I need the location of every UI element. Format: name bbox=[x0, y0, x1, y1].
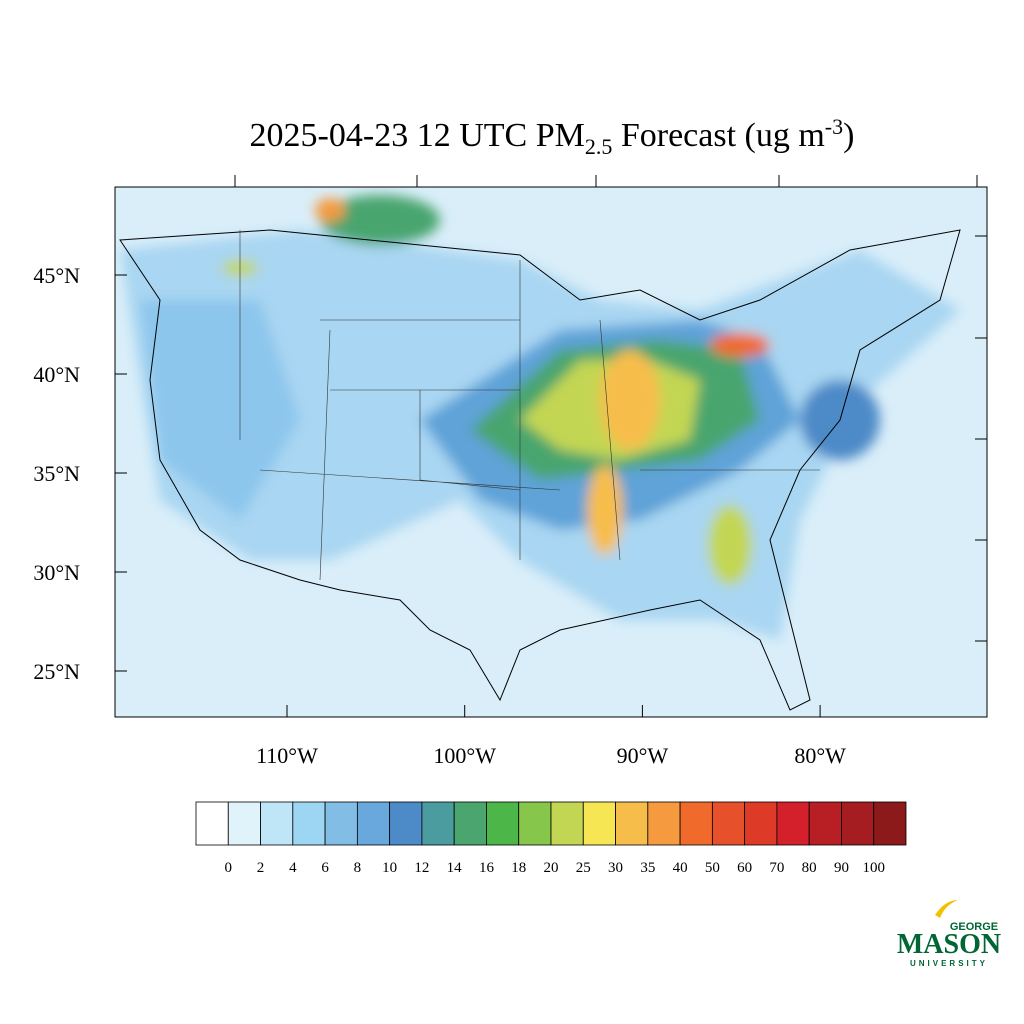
colorbar-label: 14 bbox=[447, 860, 463, 876]
colorbar-box bbox=[421, 801, 455, 846]
logo: GEORGE MASON UNIVERSITY bbox=[897, 900, 1001, 968]
lon-label: 80°W bbox=[794, 743, 846, 768]
colorbar-box bbox=[679, 801, 713, 846]
colorbar-box bbox=[356, 801, 391, 846]
title-main: 2025-04-23 12 UTC PM bbox=[250, 117, 585, 154]
colorbar-label: 4 bbox=[289, 860, 297, 876]
colorbar-label: 20 bbox=[544, 860, 559, 876]
colorbar-box bbox=[486, 801, 520, 846]
colorbar-label: 16 bbox=[479, 860, 495, 876]
lon-label: 90°W bbox=[617, 743, 669, 768]
title-rest: Forecast (ug m bbox=[612, 117, 824, 154]
colorbar-label: 6 bbox=[321, 860, 329, 876]
frame-ticks bbox=[234, 175, 987, 642]
colorbar-label: 8 bbox=[354, 860, 362, 876]
colorbar-box bbox=[744, 801, 778, 846]
colorbar-label: 25 bbox=[576, 860, 591, 876]
colorbar-label: 50 bbox=[705, 860, 720, 876]
lat-label: 35°N bbox=[33, 461, 80, 486]
colorbar-label: 10 bbox=[382, 860, 397, 876]
colorbar-box bbox=[550, 801, 584, 846]
colorbar-label: 90 bbox=[834, 860, 849, 876]
colorbar-label: 100 bbox=[862, 860, 885, 876]
map-title: 2025-04-23 12 UTC PM2.5 Forecast (ug m-3… bbox=[250, 114, 855, 159]
title-superscript: -3 bbox=[825, 114, 843, 139]
colorbar-box bbox=[389, 801, 423, 846]
lat-label: 30°N bbox=[33, 560, 80, 585]
colorbar-label: 35 bbox=[640, 860, 655, 876]
colorbar-label: 80 bbox=[802, 860, 817, 876]
lon-label: 100°W bbox=[433, 743, 496, 768]
colorbar-box bbox=[711, 801, 746, 846]
colorbar-box bbox=[292, 801, 326, 846]
colorbar-box bbox=[873, 801, 907, 846]
colorbar-box bbox=[260, 801, 294, 846]
colorbar-box bbox=[582, 801, 616, 846]
title-subscript: 2.5 bbox=[585, 134, 613, 159]
logo-top: GEORGE bbox=[950, 921, 998, 933]
map-field bbox=[115, 187, 987, 717]
colorbar-box bbox=[518, 801, 552, 846]
colorbar-box bbox=[776, 801, 810, 846]
colorbar-label: 2 bbox=[257, 860, 265, 876]
lat-label: 45°N bbox=[33, 263, 80, 288]
title-end: ) bbox=[843, 117, 854, 154]
lat-label: 40°N bbox=[33, 362, 80, 387]
lon-label: 110°W bbox=[256, 743, 318, 768]
colorbar-label: 70 bbox=[769, 860, 784, 876]
colorbar-box bbox=[808, 801, 842, 846]
lat-label: 25°N bbox=[33, 659, 80, 684]
colorbar-box bbox=[195, 801, 229, 846]
colorbar-box bbox=[615, 801, 649, 846]
colorbar-label: 18 bbox=[511, 860, 526, 876]
colorbar-label: 30 bbox=[608, 860, 623, 876]
colorbar-box bbox=[227, 801, 261, 846]
logo-name: MASON bbox=[897, 929, 1001, 960]
colorbar-box bbox=[453, 801, 487, 846]
colorbar-label: 60 bbox=[737, 860, 752, 876]
logo-bottom: UNIVERSITY bbox=[910, 959, 988, 968]
colorbar-box bbox=[324, 801, 358, 846]
map-frame bbox=[114, 186, 988, 718]
colorbar-box bbox=[841, 801, 875, 846]
colorbar-label: 12 bbox=[414, 860, 429, 876]
colorbar-label: 40 bbox=[673, 860, 688, 876]
colorbar-label: 0 bbox=[225, 860, 233, 876]
colorbar-box bbox=[647, 801, 681, 846]
